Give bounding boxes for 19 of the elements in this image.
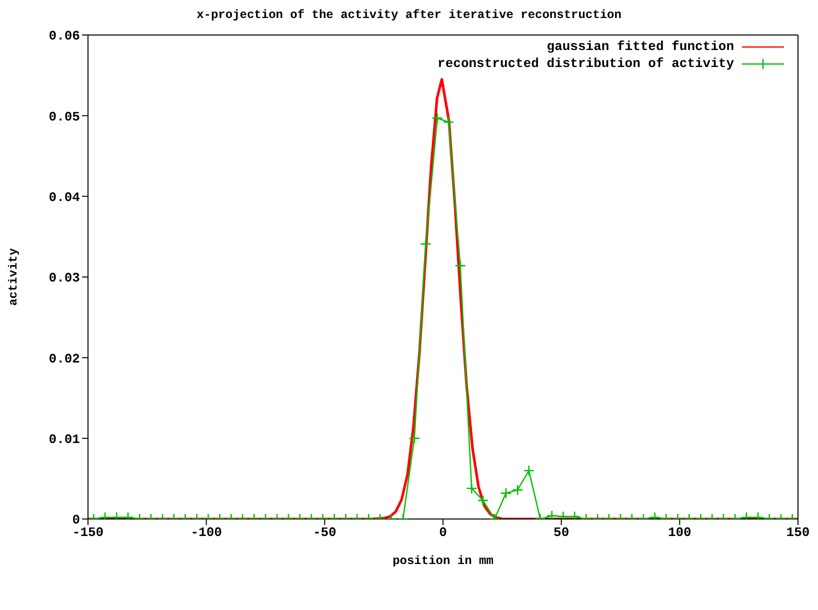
y-tick-label: 0.04	[48, 190, 80, 205]
y-tick-label: 0.05	[48, 109, 80, 124]
x-tick-label: -100	[190, 525, 222, 540]
y-tick-label: 0	[72, 512, 80, 528]
legend-label: reconstructed distribution of activity	[438, 56, 734, 71]
y-axis-title: activity	[6, 248, 20, 306]
legend-label: gaussian fitted function	[546, 39, 734, 54]
x-tick-label: 150	[786, 525, 810, 540]
x-tick-label: -150	[72, 525, 104, 540]
x-axis-title: position in mm	[392, 554, 494, 568]
y-tick-label: 0.03	[48, 270, 80, 286]
y-tick-label: 0.06	[48, 28, 80, 44]
x-tick-label: 0	[439, 525, 448, 540]
x-tick-label: 100	[668, 525, 692, 540]
y-tick-label: 0.02	[48, 351, 80, 366]
x-tick-label: 50	[554, 525, 570, 540]
x-tick-label: -50	[312, 525, 337, 540]
chart-title: x-projection of the activity after iterative reconstruction	[196, 8, 622, 22]
y-tick-label: 0.01	[48, 432, 80, 447]
